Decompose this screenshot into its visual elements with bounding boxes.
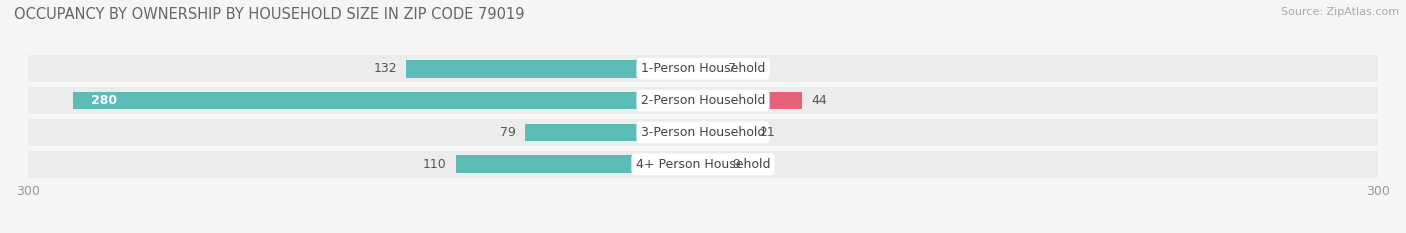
Bar <box>73 92 703 109</box>
Text: 3-Person Household: 3-Person Household <box>641 126 765 139</box>
Text: 110: 110 <box>423 158 447 171</box>
Bar <box>28 87 1378 114</box>
Text: 4+ Person Household: 4+ Person Household <box>636 158 770 171</box>
Text: Source: ZipAtlas.com: Source: ZipAtlas.com <box>1281 7 1399 17</box>
Text: 44: 44 <box>811 94 827 107</box>
Text: 280: 280 <box>91 94 117 107</box>
Bar <box>703 92 801 109</box>
Bar <box>28 151 1378 178</box>
Bar <box>28 119 1378 146</box>
Text: 2-Person Household: 2-Person Household <box>641 94 765 107</box>
Text: 79: 79 <box>501 126 516 139</box>
Text: 9: 9 <box>733 158 740 171</box>
Bar <box>28 55 1378 82</box>
Bar <box>703 124 751 141</box>
Text: 1-Person Household: 1-Person Household <box>641 62 765 75</box>
Bar <box>703 155 723 173</box>
Text: OCCUPANCY BY OWNERSHIP BY HOUSEHOLD SIZE IN ZIP CODE 79019: OCCUPANCY BY OWNERSHIP BY HOUSEHOLD SIZE… <box>14 7 524 22</box>
Text: 21: 21 <box>759 126 775 139</box>
Text: 7: 7 <box>728 62 735 75</box>
Bar <box>703 60 718 78</box>
Bar <box>456 155 703 173</box>
Bar <box>406 60 703 78</box>
Text: 132: 132 <box>374 62 396 75</box>
Bar <box>526 124 703 141</box>
